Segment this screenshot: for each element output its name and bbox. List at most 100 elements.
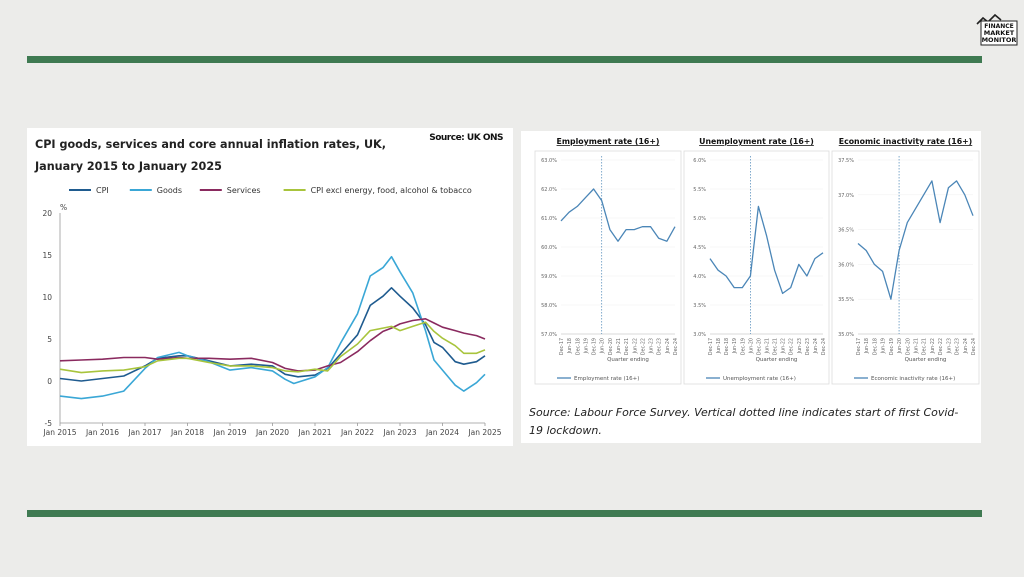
- unemployment-x-tick: Jun-18: [716, 338, 722, 354]
- unemployment-x-tick: Dec-24: [821, 338, 827, 355]
- unemployment-x-tick: Dec-21: [773, 338, 779, 355]
- unemployment-x-tick: Jun-19: [732, 338, 738, 354]
- inactivity-x-label: Quarter ending: [905, 357, 947, 363]
- employment-x-tick: Dec-19: [592, 338, 598, 355]
- employment-y-tick: 57.0%: [541, 332, 557, 338]
- cpi-chart-title: CPI goods, services and core annual infl…: [35, 138, 386, 173]
- unemployment-y-tick: 5.0%: [693, 216, 706, 222]
- employment-series-line: [560, 188, 676, 242]
- employment-y-tick: 62.0%: [541, 187, 557, 193]
- inactivity-x-tick: Dec-23: [955, 338, 961, 355]
- inactivity-x-tick: Dec-22: [938, 338, 944, 355]
- series-line-goods: [59, 255, 486, 400]
- inactivity-x-tick: Jun-20: [897, 338, 903, 354]
- inactivity-x-tick: Jun-24: [963, 338, 969, 354]
- employment-x-tick: Jun-21: [616, 338, 622, 354]
- employment-x-tick: Dec-23: [657, 338, 663, 355]
- labour-panel: Employment rate (16+) 57.0% 58.0% 59.0% 60.0…: [521, 131, 981, 443]
- inactivity-x-tick: Dec-21: [922, 338, 928, 355]
- legend-label-services: Services: [227, 186, 261, 195]
- brand-logo: FINANCE MARKET MONITOR: [975, 12, 1021, 48]
- inactivity-frame: [831, 150, 980, 385]
- unemployment-x-tick: Jun-22: [781, 338, 787, 354]
- cpi-y-axis-label: %: [60, 203, 67, 212]
- employment-x-tick: Dec-17: [559, 338, 565, 355]
- unemployment-x-tick: Dec-17: [708, 338, 714, 355]
- inactivity-y-tick: 37.5%: [838, 158, 854, 164]
- cpi-y-tick: 20: [42, 209, 52, 218]
- employment-y-tick: 59.0%: [541, 274, 557, 280]
- unemployment-y-tick: 6.0%: [693, 158, 706, 164]
- employment-x-tick: Jun-20: [600, 338, 606, 354]
- cpi-x-tick: Jan 2018: [170, 428, 204, 437]
- employment-x-tick: Dec-18: [575, 338, 581, 355]
- cpi-x-tick: Jan 2021: [297, 428, 331, 437]
- employment-frame: [534, 150, 682, 385]
- unemployment-x-tick: Jun-21: [765, 338, 771, 354]
- cpi-x-tick: Jan 2020: [255, 428, 289, 437]
- cpi-y-tick: 10: [42, 293, 52, 302]
- logo-line-2: MARKET: [984, 29, 1015, 37]
- unemployment-y-tick: 5.5%: [693, 187, 706, 193]
- inactivity-x-tick: Dec-20: [905, 338, 911, 355]
- inactivity-x-tick: Jun-23: [946, 338, 952, 354]
- inactivity-y-tick: 36.0%: [838, 262, 854, 268]
- inactivity-x-tick: Dec-19: [889, 338, 895, 355]
- unemployment-x-tick: Dec-22: [789, 338, 795, 355]
- employment-legend-label: Employment rate (16+): [574, 376, 639, 382]
- unemployment-y-tick: 3.0%: [693, 332, 706, 338]
- inactivity-x-tick: Jun-19: [881, 338, 887, 354]
- inactivity-y-tick: 35.0%: [838, 332, 854, 338]
- unemployment-series-line: [709, 205, 824, 295]
- cpi-x-tick: Jan 2017: [127, 428, 161, 437]
- employment-title: Employment rate (16+): [557, 137, 660, 146]
- unemployment-x-tick: Dec-20: [756, 338, 762, 355]
- unemployment-legend-label: Unemployment rate (16+): [723, 376, 796, 382]
- employment-y-tick: 61.0%: [541, 216, 557, 222]
- employment-x-tick: Jun-24: [665, 338, 671, 354]
- cpi-y-tick: -5: [45, 419, 53, 428]
- series-line-services: [59, 318, 486, 372]
- employment-x-tick: Jun-19: [583, 338, 589, 354]
- cpi-y-tick: 0: [47, 377, 52, 386]
- unemployment-x-tick: Dec-23: [805, 338, 811, 355]
- cpi-y-tick: 5: [47, 335, 52, 344]
- employment-x-tick: Dec-21: [624, 338, 630, 355]
- employment-x-tick: Jun-23: [649, 338, 655, 354]
- inactivity-x-tick: Dec-18: [872, 338, 878, 355]
- cpi-x-tick: Jan 2015: [42, 428, 76, 437]
- unemployment-y-tick: 4.5%: [693, 245, 706, 251]
- inactivity-y-tick: 35.5%: [838, 297, 854, 303]
- unemployment-y-tick: 4.0%: [693, 274, 706, 280]
- unemployment-title: Unemployment rate (16+): [699, 137, 814, 146]
- employment-y-tick: 63.0%: [541, 158, 557, 164]
- unemployment-y-tick: 3.5%: [693, 303, 706, 309]
- employment-x-tick: Jun-22: [632, 338, 638, 354]
- employment-x-tick: Dec-20: [608, 338, 614, 355]
- cpi-x-tick: Jan 2022: [340, 428, 374, 437]
- cpi-y-tick: 15: [42, 251, 52, 260]
- inactivity-legend-label: Economic inactivity rate (16+): [871, 376, 955, 382]
- top-divider: [27, 56, 982, 63]
- inactivity-y-tick: 37.0%: [838, 193, 854, 199]
- unemployment-x-tick: Jun-20: [748, 338, 754, 354]
- legend-label-cpi: CPI: [96, 186, 109, 195]
- logo-line-1: FINANCE: [984, 23, 1014, 30]
- unemployment-x-label: Quarter ending: [756, 357, 798, 363]
- unemployment-x-tick: Jun-23: [797, 338, 803, 354]
- cpi-x-tick: Jan 2016: [85, 428, 119, 437]
- inactivity-x-tick: Jun-18: [864, 338, 870, 354]
- bottom-divider: [27, 510, 982, 517]
- logo-line-3: MONITOR: [982, 36, 1017, 44]
- inactivity-x-tick: Jun-22: [930, 338, 936, 354]
- cpi-chart-source: Source: UK ONS: [429, 133, 503, 143]
- unemployment-x-tick: Dec-19: [740, 338, 746, 355]
- legend-label-goods: Goods: [157, 186, 182, 195]
- inactivity-series-line: [857, 180, 974, 300]
- employment-y-tick: 58.0%: [541, 303, 557, 309]
- cpi-x-tick: Jan 2025: [467, 428, 501, 437]
- employment-y-tick: 60.0%: [541, 245, 557, 251]
- legend-label-core: CPI excl energy, food, alcohol & tobacco: [311, 186, 472, 195]
- inactivity-y-tick: 36.5%: [838, 228, 854, 234]
- inactivity-x-tick: Dec-24: [971, 338, 977, 355]
